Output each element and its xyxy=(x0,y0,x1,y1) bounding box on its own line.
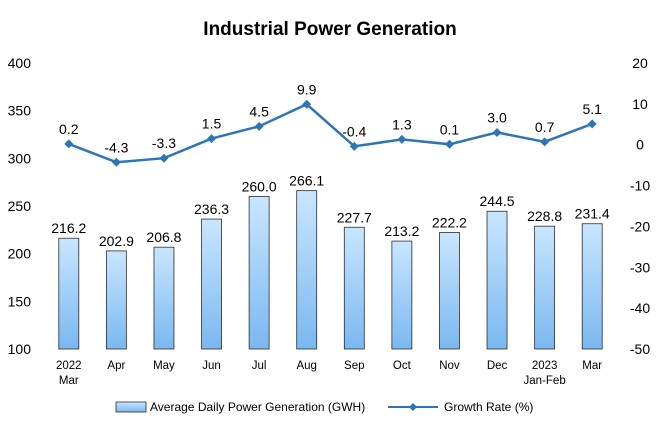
bar-value-label: 206.8 xyxy=(146,229,181,245)
growth-point xyxy=(64,139,74,149)
bar-value-label: 227.7 xyxy=(337,209,372,225)
growth-value-label: 1.5 xyxy=(202,116,222,132)
growth-point xyxy=(254,121,264,131)
right-tick-label: 10 xyxy=(632,96,648,112)
growth-value-label: 4.5 xyxy=(249,103,269,119)
bar xyxy=(58,237,80,350)
growth-line-series: 0.2 -4.3 -3.3 1.5 4.5 9.9 -0.4 1.3 0.1 3.0 0.7 5.1 xyxy=(59,81,602,167)
bar xyxy=(248,196,270,350)
right-tick-label: 0 xyxy=(636,137,644,153)
right-tick-label: -10 xyxy=(630,178,650,194)
left-axis-ticks: 100 150 200 250 300 350 400 xyxy=(8,55,32,357)
bar xyxy=(534,225,556,350)
growth-value-label: 1.3 xyxy=(392,116,412,132)
bar xyxy=(581,223,603,350)
left-tick-label: 250 xyxy=(8,198,32,214)
bar-value-label: 231.4 xyxy=(575,206,610,222)
right-tick-label: -40 xyxy=(630,300,650,316)
right-axis-ticks: -50 -40 -30 -20 -10 0 10 20 xyxy=(630,55,650,357)
bar xyxy=(201,218,222,350)
category-label: May xyxy=(153,360,175,372)
growth-point xyxy=(540,137,550,147)
growth-value-label: 5.1 xyxy=(582,101,602,117)
bar xyxy=(343,226,365,350)
growth-point xyxy=(207,134,217,144)
left-tick-label: 300 xyxy=(8,150,32,166)
legend-line-marker xyxy=(409,403,417,411)
left-tick-label: 200 xyxy=(8,246,32,262)
growth-point xyxy=(587,119,597,129)
growth-point xyxy=(492,127,502,137)
category-label: Apr xyxy=(107,360,125,372)
category-label: 2022 xyxy=(56,360,82,372)
category-label: Mar xyxy=(59,375,79,387)
bar-value-label: 266.1 xyxy=(289,173,324,189)
bar-value-label: 202.9 xyxy=(99,233,134,249)
legend-line-label: Growth Rate (%) xyxy=(444,400,533,414)
growth-value-label: -4.3 xyxy=(104,139,128,155)
chart-title: Industrial Power Generation xyxy=(203,19,456,40)
bar-value-label: 222.2 xyxy=(432,215,467,231)
left-tick-label: 350 xyxy=(8,103,32,119)
bar-value-label: 260.0 xyxy=(242,178,277,194)
growth-point xyxy=(159,153,169,163)
bar-value-label: 213.2 xyxy=(384,223,419,239)
category-label: Oct xyxy=(393,360,412,372)
legend-bar-swatch xyxy=(115,401,147,413)
bar-series: 216.2 202.9 206.8 236.3 260.0 266.1 227.7 213.2… xyxy=(51,173,610,350)
growth-value-label: 0.1 xyxy=(440,121,460,137)
bar-value-label: 228.8 xyxy=(527,208,562,224)
category-label: Jul xyxy=(252,360,267,372)
category-label: Nov xyxy=(439,360,460,372)
growth-value-label: 3.0 xyxy=(487,109,507,125)
category-axis-labels: 2022 Mar Apr May Jun Jul Aug Sep Oct Nov Dec 2023 Ja… xyxy=(56,360,602,387)
right-tick-label: -20 xyxy=(630,218,650,234)
legend-bar-label: Average Daily Power Generation (GWH) xyxy=(150,400,365,414)
growth-value-label: -3.3 xyxy=(152,135,176,151)
bar xyxy=(105,250,127,350)
bar xyxy=(296,190,318,350)
growth-point xyxy=(302,99,312,109)
bar xyxy=(439,232,460,350)
category-label: Mar xyxy=(582,360,602,372)
bar-value-label: 244.5 xyxy=(480,193,515,209)
bar xyxy=(391,240,413,350)
bar xyxy=(486,210,508,350)
category-label: Dec xyxy=(487,360,508,372)
growth-point xyxy=(349,141,359,151)
right-tick-label: -50 xyxy=(630,341,650,357)
growth-value-label: -0.4 xyxy=(342,123,366,139)
growth-value-label: 0.7 xyxy=(535,119,555,135)
growth-point xyxy=(111,157,121,167)
growth-point xyxy=(444,139,454,149)
left-tick-label: 400 xyxy=(8,55,32,71)
growth-value-label: 9.9 xyxy=(297,81,317,97)
category-label: 2023 xyxy=(532,360,558,372)
category-label: Jan-Feb xyxy=(524,375,566,387)
bar xyxy=(153,246,175,350)
bar-value-label: 216.2 xyxy=(51,220,86,236)
left-tick-label: 100 xyxy=(8,341,32,357)
category-label: Aug xyxy=(296,360,316,372)
right-tick-label: 20 xyxy=(632,55,648,71)
left-tick-label: 150 xyxy=(8,293,32,309)
growth-value-label: 0.2 xyxy=(59,121,79,137)
right-tick-label: -30 xyxy=(630,259,650,275)
category-label: Jun xyxy=(202,360,221,372)
growth-point xyxy=(397,134,407,144)
category-label: Sep xyxy=(344,360,364,372)
growth-line xyxy=(68,102,593,164)
legend: Average Daily Power Generation (GWH) Gro… xyxy=(115,400,533,414)
bar-value-label: 236.3 xyxy=(194,201,229,217)
